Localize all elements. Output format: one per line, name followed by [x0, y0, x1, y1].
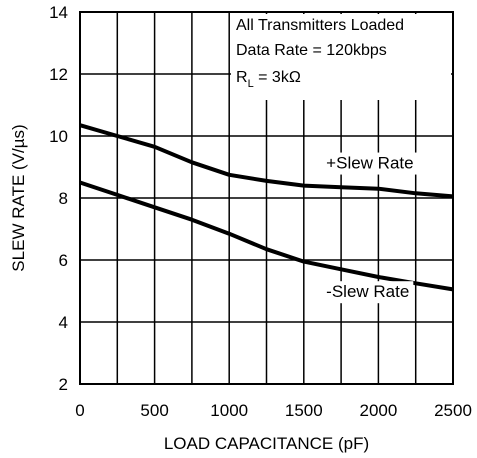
annotation-line-3: RL = 3kΩ — [236, 69, 301, 90]
x-tick-label: 1500 — [285, 401, 323, 420]
series-line-minus-slew-rate — [79, 180, 454, 292]
y-axis-label: SLEW RATE (V/µs) — [9, 124, 28, 271]
y-tick-label: 12 — [49, 65, 68, 84]
x-axis-ticks: 0 500 1000 1500 2000 2500 — [75, 401, 472, 420]
series-labels: +Slew Rate -Slew Rate — [322, 152, 418, 304]
y-axis-ticks: 2 4 6 8 10 12 14 — [49, 3, 68, 394]
y-tick-label: 2 — [59, 375, 68, 394]
x-tick-label: 500 — [140, 401, 168, 420]
x-axis-label: LOAD CAPACITANCE (pF) — [164, 434, 369, 453]
y-tick-label: 10 — [49, 127, 68, 146]
y-tick-label: 8 — [59, 189, 68, 208]
y-tick-label: 14 — [49, 3, 68, 22]
x-tick-label: 2500 — [434, 401, 472, 420]
annotation-line-2: Data Rate = 120kbps — [236, 42, 387, 59]
y-tick-label: 4 — [59, 313, 68, 332]
annotation: All Transmitters Loaded Data Rate = 120k… — [236, 17, 404, 90]
annotation-r-value: = 3kΩ — [254, 69, 301, 86]
annotation-box — [231, 14, 451, 100]
series-label-background — [322, 152, 418, 175]
series-label-background — [322, 281, 414, 304]
series-line-plus-slew-rate — [79, 123, 454, 199]
annotation-r-subscript: L — [248, 78, 254, 90]
series-label: -Slew Rate — [326, 282, 409, 301]
annotation-r: R — [236, 69, 248, 86]
plot-frame — [79, 11, 454, 385]
series-lines — [79, 123, 454, 292]
annotation-line-1: All Transmitters Loaded — [236, 17, 404, 34]
y-tick-label: 6 — [59, 251, 68, 270]
x-tick-label: 2000 — [359, 401, 397, 420]
series-label: +Slew Rate — [326, 154, 413, 173]
x-tick-label: 0 — [75, 401, 84, 420]
x-tick-label: 1000 — [210, 401, 248, 420]
